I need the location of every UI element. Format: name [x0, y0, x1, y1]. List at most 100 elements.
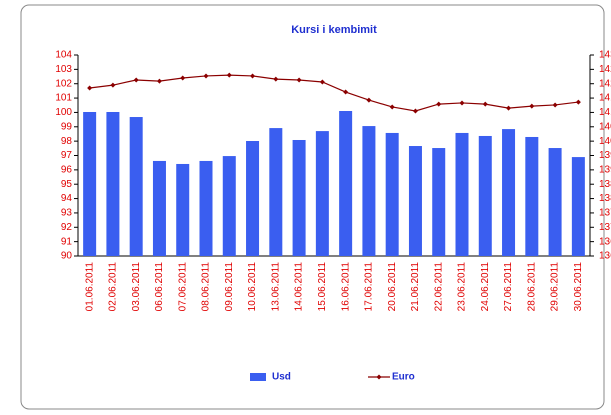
- legend-label: Usd: [272, 372, 291, 383]
- y-tick-label: 94: [61, 193, 73, 204]
- bar: [408, 146, 422, 256]
- y2-tick-label: 136.5: [599, 236, 611, 247]
- x-tick-label: 10.06.2011: [247, 262, 258, 312]
- chart-frame: [20, 4, 605, 410]
- x-tick-label: 07.06.2011: [177, 262, 188, 312]
- x-tick-label: 28.06.2011: [526, 262, 537, 312]
- y2-tick-label: 141.5: [599, 93, 611, 104]
- bar: [83, 111, 97, 256]
- bar: [548, 148, 562, 256]
- bar: [478, 135, 492, 256]
- y-tick-label: 103: [55, 64, 72, 75]
- x-tick-label: 14.06.2011: [294, 262, 305, 312]
- marker: [575, 99, 581, 105]
- marker: [87, 85, 93, 91]
- x-tick-label: 16.06.2011: [340, 262, 351, 312]
- bar: [152, 160, 166, 256]
- marker: [436, 101, 442, 107]
- y2-tick-label: 139.5: [599, 150, 611, 161]
- x-tick-label: 22.06.2011: [433, 262, 444, 312]
- marker: [273, 76, 279, 82]
- x-tick-label: 13.06.2011: [270, 262, 281, 312]
- y-tick-label: 97: [61, 150, 73, 161]
- marker: [133, 77, 139, 83]
- bar: [176, 163, 190, 256]
- y2-tick-label: 139: [599, 164, 611, 175]
- marker: [529, 103, 535, 109]
- bar: [455, 132, 469, 256]
- marker: [250, 73, 256, 79]
- y-tick-label: 99: [61, 121, 73, 132]
- y-tick-label: 98: [61, 136, 73, 147]
- marker: [319, 79, 325, 85]
- marker: [506, 105, 512, 111]
- x-tick-label: 03.06.2011: [131, 262, 142, 312]
- y2-tick-label: 138.5: [599, 179, 611, 190]
- y2-tick-label: 143: [599, 50, 611, 61]
- bar: [385, 132, 399, 256]
- bar: [222, 156, 236, 256]
- marker: [482, 101, 488, 107]
- y-tick-label: 100: [55, 107, 72, 118]
- y2-tick-label: 142.5: [599, 64, 611, 75]
- x-tick-label: 20.06.2011: [387, 262, 398, 312]
- marker: [552, 102, 558, 108]
- y2-tick-label: 137.5: [599, 208, 611, 219]
- x-tick-label: 27.06.2011: [503, 262, 514, 312]
- line: [89, 74, 579, 112]
- y-tick-label: 96: [61, 164, 73, 175]
- bar: [315, 131, 329, 256]
- y-tick-label: 91: [61, 236, 73, 247]
- y-tick-label: 104: [55, 50, 72, 61]
- y-tick-label: 102: [55, 78, 72, 89]
- x-tick-label: 17.06.2011: [364, 262, 375, 312]
- bar: [362, 126, 376, 256]
- marker: [180, 75, 186, 81]
- marker: [459, 100, 465, 106]
- x-tick-label: 21.06.2011: [410, 262, 421, 312]
- x-tick-label: 01.06.2011: [84, 262, 95, 312]
- bar: [502, 129, 516, 256]
- y-tick-label: 95: [61, 179, 73, 190]
- marker: [156, 78, 162, 84]
- y2-tick-label: 140.5: [599, 121, 611, 132]
- bar: [246, 140, 260, 256]
- x-tick-label: 23.06.2011: [457, 262, 468, 312]
- legend-swatch: [250, 373, 266, 381]
- y2-tick-label: 140: [599, 136, 611, 147]
- legend-label: Euro: [392, 372, 415, 383]
- marker: [226, 72, 232, 78]
- chart-title: Kursi i kembimit: [291, 24, 377, 36]
- bar: [525, 136, 539, 256]
- legend-marker: [376, 374, 382, 380]
- bar: [339, 110, 353, 256]
- y-tick-label: 90: [61, 251, 73, 262]
- x-tick-label: 06.06.2011: [154, 262, 165, 312]
- marker: [203, 73, 209, 79]
- x-tick-label: 24.06.2011: [480, 262, 491, 312]
- bar: [129, 117, 143, 256]
- y2-tick-label: 142: [599, 78, 611, 89]
- marker: [366, 97, 372, 103]
- x-tick-label: 02.06.2011: [108, 262, 119, 312]
- y2-tick-label: 141: [599, 107, 611, 118]
- x-tick-label: 29.06.2011: [550, 262, 561, 312]
- bar: [269, 128, 283, 256]
- y-tick-label: 101: [55, 93, 72, 104]
- marker: [110, 82, 116, 88]
- marker: [296, 77, 302, 83]
- marker: [412, 108, 418, 114]
- bar: [432, 148, 446, 256]
- bar: [199, 160, 213, 256]
- bar: [106, 111, 120, 256]
- y2-tick-label: 137: [599, 222, 611, 233]
- x-tick-label: 30.06.2011: [573, 262, 584, 312]
- x-tick-label: 08.06.2011: [201, 262, 212, 312]
- y-tick-label: 92: [61, 222, 73, 233]
- x-tick-label: 15.06.2011: [317, 262, 328, 312]
- bar: [571, 157, 585, 256]
- y-tick-label: 93: [61, 208, 73, 219]
- marker: [389, 104, 395, 110]
- bar: [292, 139, 306, 256]
